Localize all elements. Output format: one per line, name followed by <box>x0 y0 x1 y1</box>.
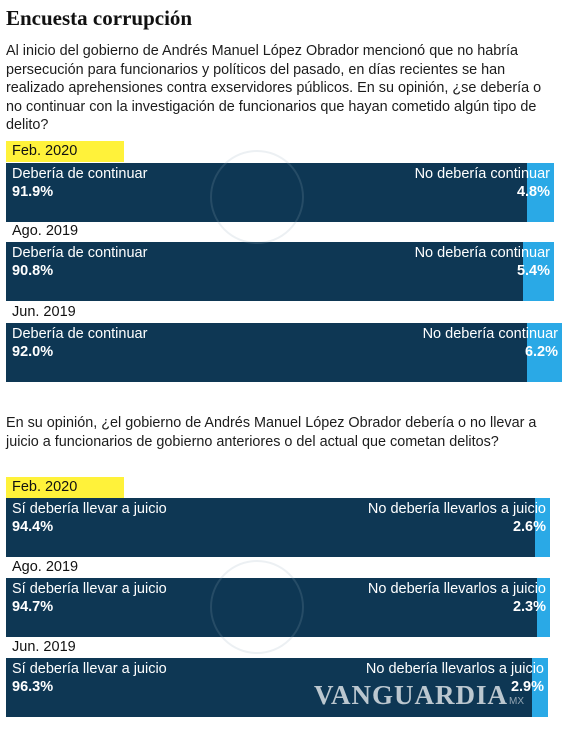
stacked-bar: Debería de continuar 90.8% No debería cont… <box>6 242 554 301</box>
stacked-bar: Debería de continuar 92.0% No debería cont… <box>6 323 562 382</box>
bar-label-left: Sí debería llevar a juicio <box>12 501 167 517</box>
bar-value-left: 94.4% <box>12 519 54 535</box>
bar-value-right: 2.9% <box>510 679 544 695</box>
watermark-seal-icon <box>210 560 304 654</box>
bar-segment-right <box>535 498 550 557</box>
page-title: Encuesta corrupción <box>6 6 193 30</box>
bar-label-left: Debería de continuar <box>12 245 148 261</box>
bar-label-right: No debería llevarlos a juicio <box>367 501 546 517</box>
bar-label-left: Debería de continuar <box>12 326 148 342</box>
bar-segment-right <box>537 578 550 637</box>
bar-label-left: Debería de continuar <box>12 166 148 182</box>
date-label: Ago. 2019 <box>12 223 79 239</box>
bar-label-right: No debería continuar <box>414 166 550 182</box>
date-label: Jun. 2019 <box>12 639 76 655</box>
bar-value-left: 94.7% <box>12 599 54 615</box>
bar-label-right: No debería continuar <box>414 245 550 261</box>
bar-value-left: 92.0% <box>12 344 54 360</box>
bar-value-right: 4.8% <box>516 184 550 200</box>
bar-segment-right <box>523 242 554 301</box>
bar-label-left: Sí debería llevar a juicio <box>12 661 167 677</box>
date-label: Feb. 2020 <box>6 477 124 498</box>
question-1: Al inicio del gobierno de Andrés Manuel … <box>6 43 542 134</box>
bar-label-left: Sí debería llevar a juicio <box>12 581 167 597</box>
date-label: Jun. 2019 <box>12 304 76 320</box>
watermark-seal-icon <box>210 150 304 244</box>
bar-value-right: 6.2% <box>524 344 558 360</box>
bar-label-right: No debería continuar <box>422 326 558 342</box>
watermark-logo: VANGUARDIA <box>313 680 508 710</box>
stacked-bar: Sí debería llevar a juicio 94.4% No deberí… <box>6 498 550 557</box>
bar-value-left: 96.3% <box>12 679 54 695</box>
watermark-suffix: MX <box>509 696 524 707</box>
bar-value-right: 5.4% <box>516 263 550 279</box>
bar-value-right: 2.6% <box>512 519 546 535</box>
bar-value-right: 2.3% <box>512 599 546 615</box>
bar-label-right: No debería llevarlos a juicio <box>367 581 546 597</box>
bar-value-left: 90.8% <box>12 263 54 279</box>
bar-value-left: 91.9% <box>12 184 54 200</box>
bar-segment-right <box>527 323 562 382</box>
date-label: Feb. 2020 <box>6 141 124 162</box>
date-label: Ago. 2019 <box>12 559 79 575</box>
question-2: En su opinión, ¿el gobierno de Andrés Ma… <box>6 415 537 450</box>
bar-label-right: No debería llevarlos a juicio <box>365 661 544 677</box>
stacked-bar: Sí debería llevar a juicio 96.3% No deberí… <box>6 658 548 717</box>
bar-segment-right <box>527 163 554 222</box>
bar-segment-right <box>532 658 548 717</box>
